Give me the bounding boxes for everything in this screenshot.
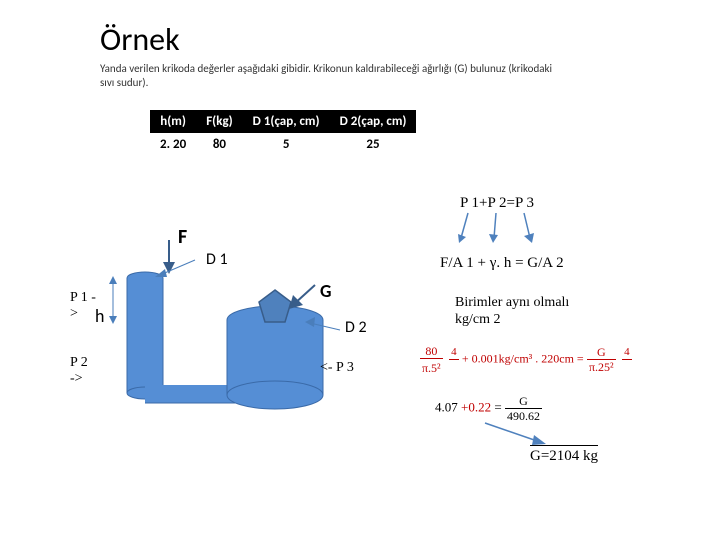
label-G: G xyxy=(320,280,331,302)
eq-units: Birimler aynı olmalı kg/cm 2 xyxy=(455,295,605,329)
eq-result: G=2104 kg xyxy=(530,445,598,465)
table-row: 2. 20 80 5 25 xyxy=(150,133,416,156)
calc-mid: + 0.001kg/cm³ . 220cm = xyxy=(462,351,584,365)
label-h: h xyxy=(95,305,104,327)
col-D2: D 2(çap, cm) xyxy=(330,110,417,133)
col-h: h(m) xyxy=(150,110,196,133)
cell-F: 80 xyxy=(196,133,242,156)
calc-line1: 80 π.5² 4 + 0.001kg/cm³ . 220cm = G π.25… xyxy=(420,345,632,374)
frac-80: 80 π.5² xyxy=(420,345,443,374)
label-D1: D 1 xyxy=(206,250,228,269)
page-title: Örnek xyxy=(100,20,180,59)
frac-result: G 490.62 xyxy=(505,395,542,422)
label-F: F xyxy=(178,225,187,249)
label-P2: P 2 -> xyxy=(70,355,88,387)
col-D1: D 1(çap, cm) xyxy=(243,110,330,133)
arrows-icon xyxy=(458,210,548,250)
frac-G: G π.25² xyxy=(587,346,616,373)
cell-D2: 25 xyxy=(330,133,417,156)
label-P1: P 1 - > xyxy=(70,290,96,322)
data-table: h(m) F(kg) D 1(çap, cm) D 2(çap, cm) 2. … xyxy=(150,110,416,156)
col-F: F(kg) xyxy=(196,110,242,133)
label-D2: D 2 xyxy=(345,318,367,337)
cell-D1: 5 xyxy=(243,133,330,156)
table-header-row: h(m) F(kg) D 1(çap, cm) D 2(çap, cm) xyxy=(150,110,416,133)
hydraulic-diagram xyxy=(105,230,385,430)
eq-main: F/A 1 + γ. h = G/A 2 xyxy=(440,255,564,272)
problem-text: Yanda verilen krikoda değerler aşağıdaki… xyxy=(100,62,560,91)
calc-line2: 4.07 +0.22 = G 490.62 xyxy=(435,395,542,422)
label-P3: <- P 3 xyxy=(320,360,354,376)
cell-h: 2. 20 xyxy=(150,133,196,156)
